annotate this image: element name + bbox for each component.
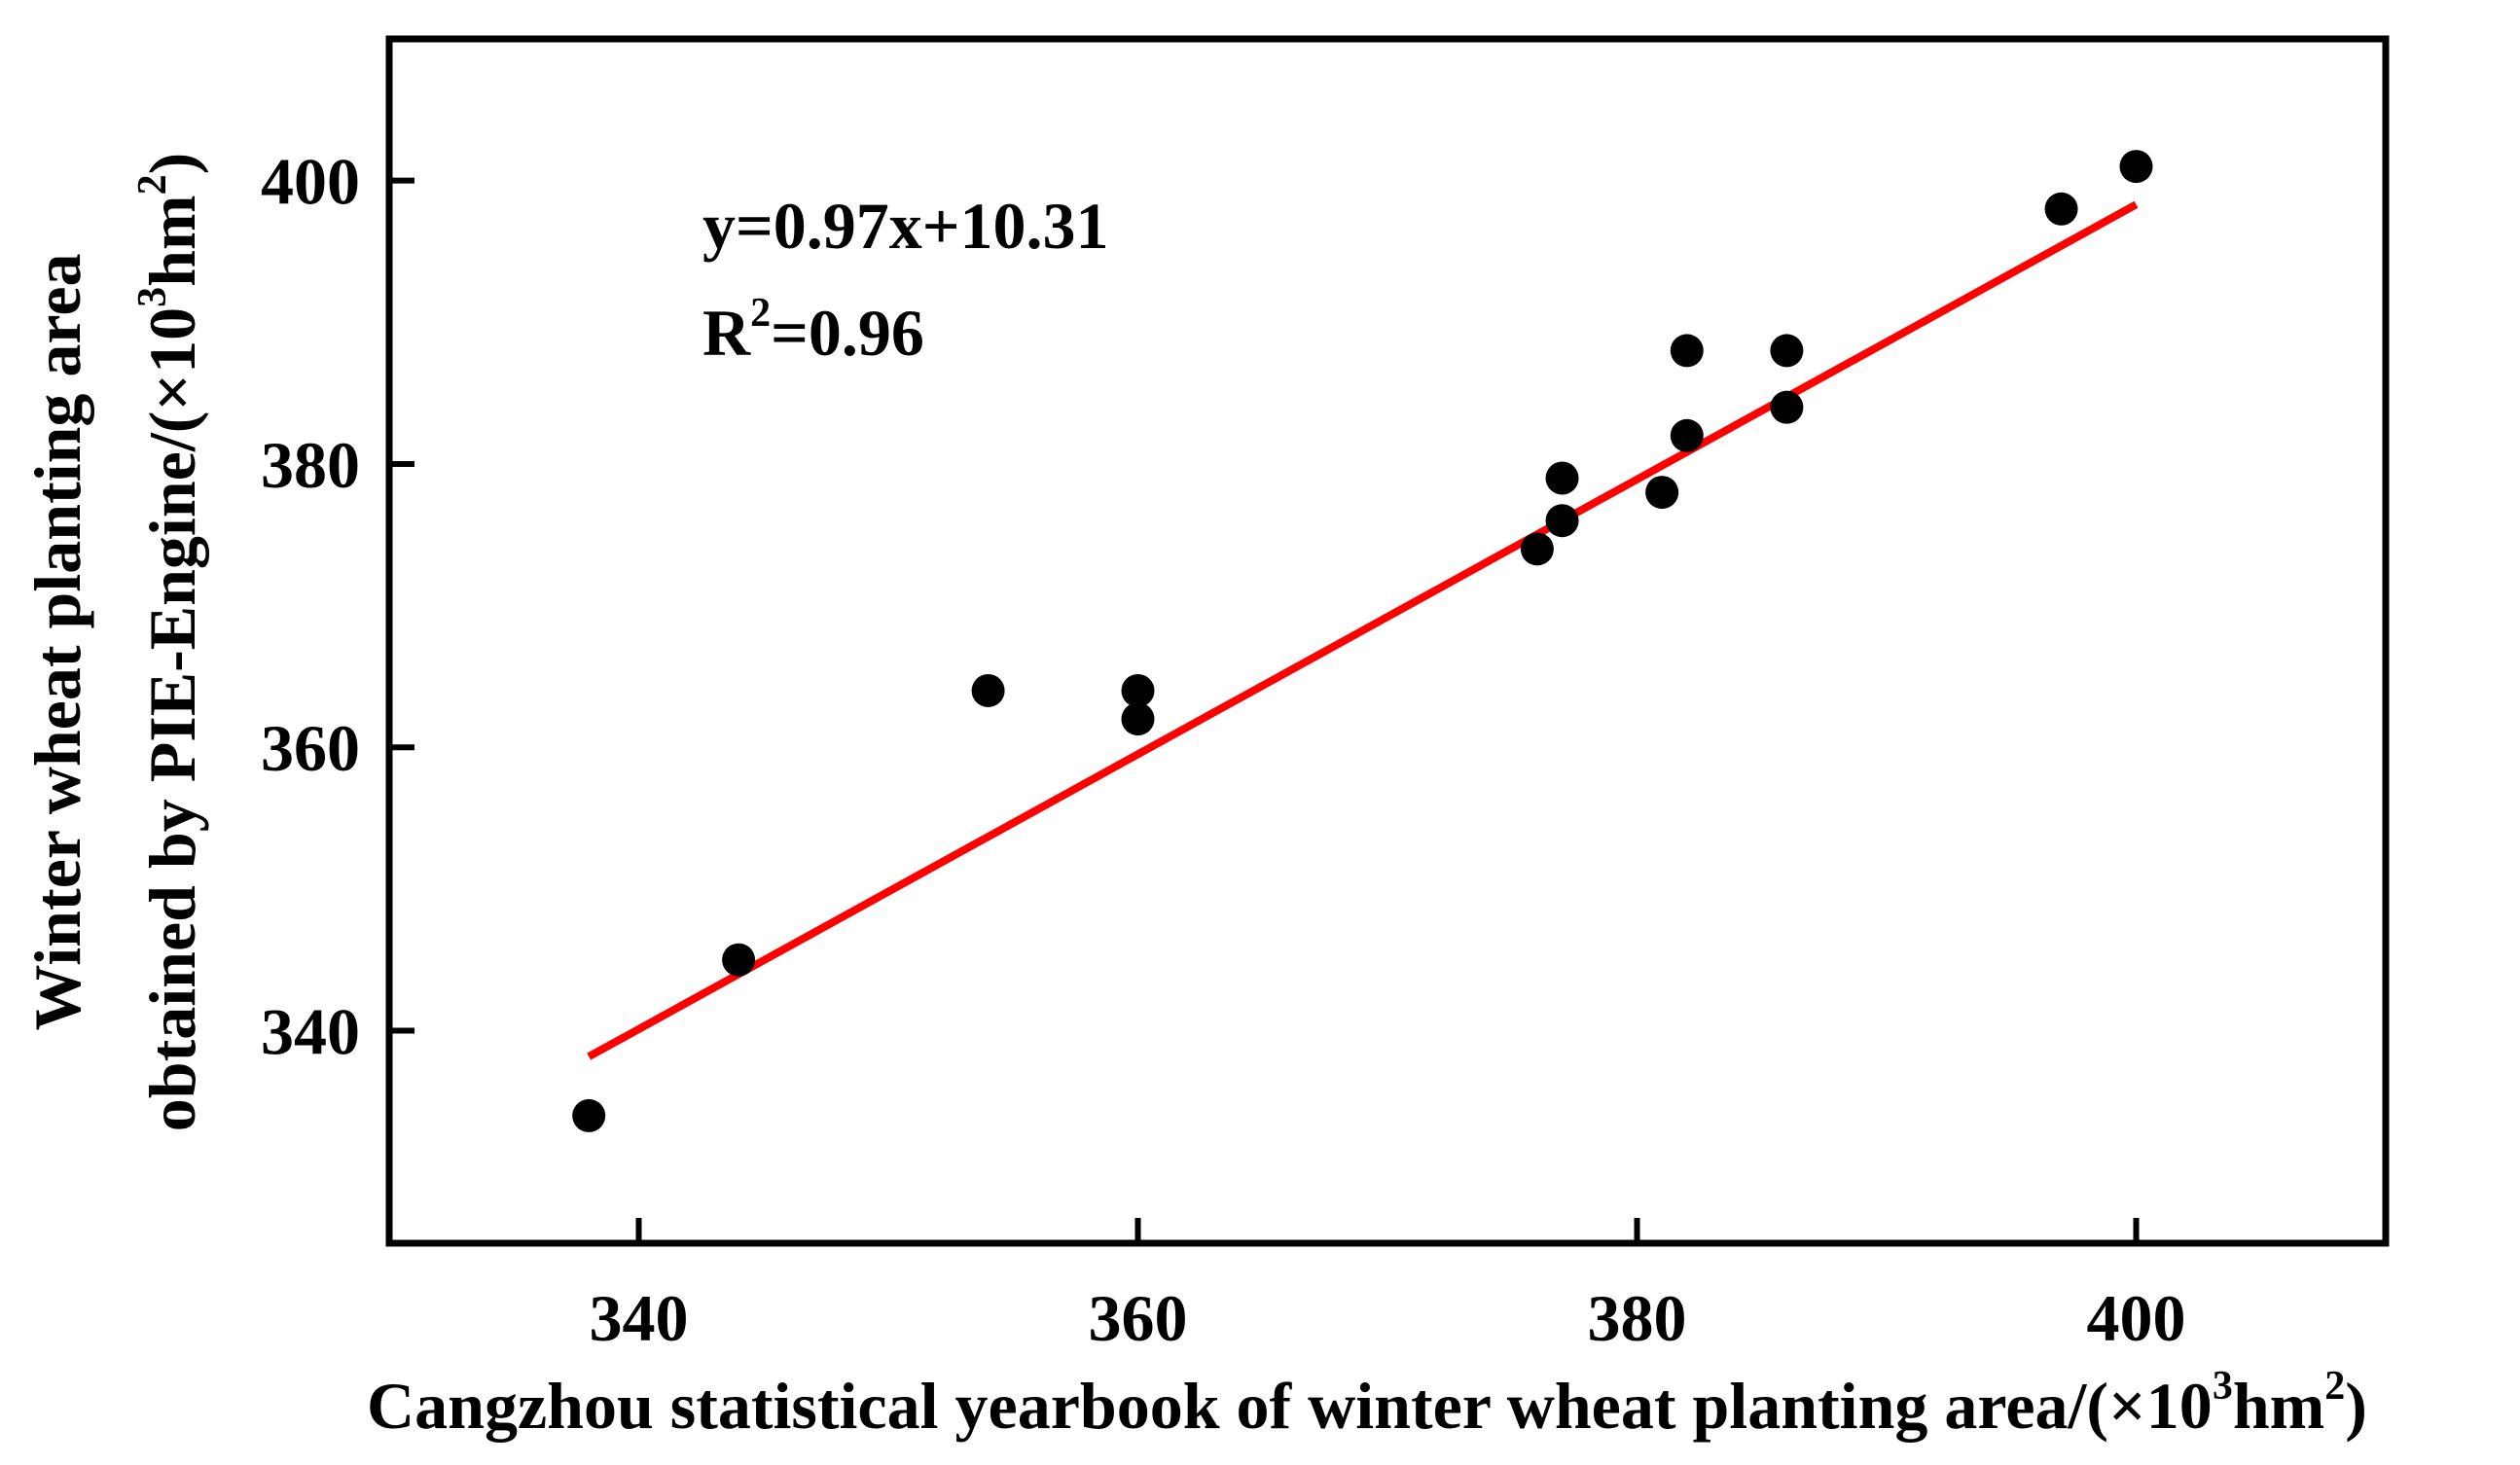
x-axis-title-main: Cangzhou statistical yearbook of winter … <box>367 1369 2213 1443</box>
plot-frame <box>385 35 2390 1247</box>
y-axis-title-line2-main: obtained by PIE-Engine/(×10 <box>135 307 209 1131</box>
y-axis-title-line2-sup2: 2 <box>130 174 175 195</box>
y-tick-label: 380 <box>261 428 360 502</box>
fit-line <box>587 200 2139 1060</box>
data-point <box>1645 476 1679 510</box>
x-tick-label: 400 <box>2087 1281 2186 1355</box>
x-axis-title-sup2: 2 <box>2324 1364 2345 1409</box>
x-tick-label: 380 <box>1588 1281 1687 1355</box>
y-axis-title-line1: Winter wheat planting area <box>20 253 94 1030</box>
data-point <box>1770 390 1804 424</box>
data-point <box>1520 532 1554 566</box>
data-point <box>1545 504 1579 538</box>
y-axis-title-line2-mid: hm <box>135 195 209 286</box>
data-point <box>1770 334 1804 368</box>
regression-equation: y=0.97x+10.31 <box>702 189 1109 263</box>
y-tick-label: 340 <box>261 995 360 1069</box>
data-point <box>1670 418 1704 452</box>
y-tick-label: 400 <box>261 145 360 219</box>
x-tick-label: 340 <box>590 1281 689 1355</box>
r-squared-prefix: R <box>702 296 751 370</box>
y-axis-title-line2: obtained by PIE-Engine/(×103hm2) <box>130 153 209 1131</box>
y-tick-label: 360 <box>261 711 360 785</box>
r-squared-annotation: R2=0.96 <box>702 291 924 370</box>
data-point <box>2119 150 2153 184</box>
data-point <box>971 673 1005 707</box>
data-point <box>1121 702 1155 736</box>
x-axis-title-end: ) <box>2345 1369 2367 1443</box>
fit-layer <box>587 200 2139 1060</box>
x-axis-title: Cangzhou statistical yearbook of winter … <box>367 1364 2367 1443</box>
x-axis-title-sup1: 3 <box>2213 1364 2233 1409</box>
r-squared-value: =0.96 <box>771 296 924 370</box>
r-squared-superscript: 2 <box>750 291 771 336</box>
data-point <box>2044 192 2078 226</box>
points-layer <box>572 150 2153 1132</box>
x-tick-label: 360 <box>1089 1281 1188 1355</box>
x-axis-title-mid: hm <box>2233 1369 2324 1443</box>
y-axis-title-line2-sup1: 3 <box>130 287 175 307</box>
data-point <box>572 1098 606 1132</box>
data-point <box>1670 334 1704 368</box>
ticks-layer: 340 360 380 400 340 360 380 400 <box>261 145 2186 1355</box>
y-axis-title-line2-end: ) <box>135 153 209 175</box>
data-point <box>1121 673 1155 707</box>
data-point <box>1545 461 1579 495</box>
data-point <box>722 943 756 977</box>
